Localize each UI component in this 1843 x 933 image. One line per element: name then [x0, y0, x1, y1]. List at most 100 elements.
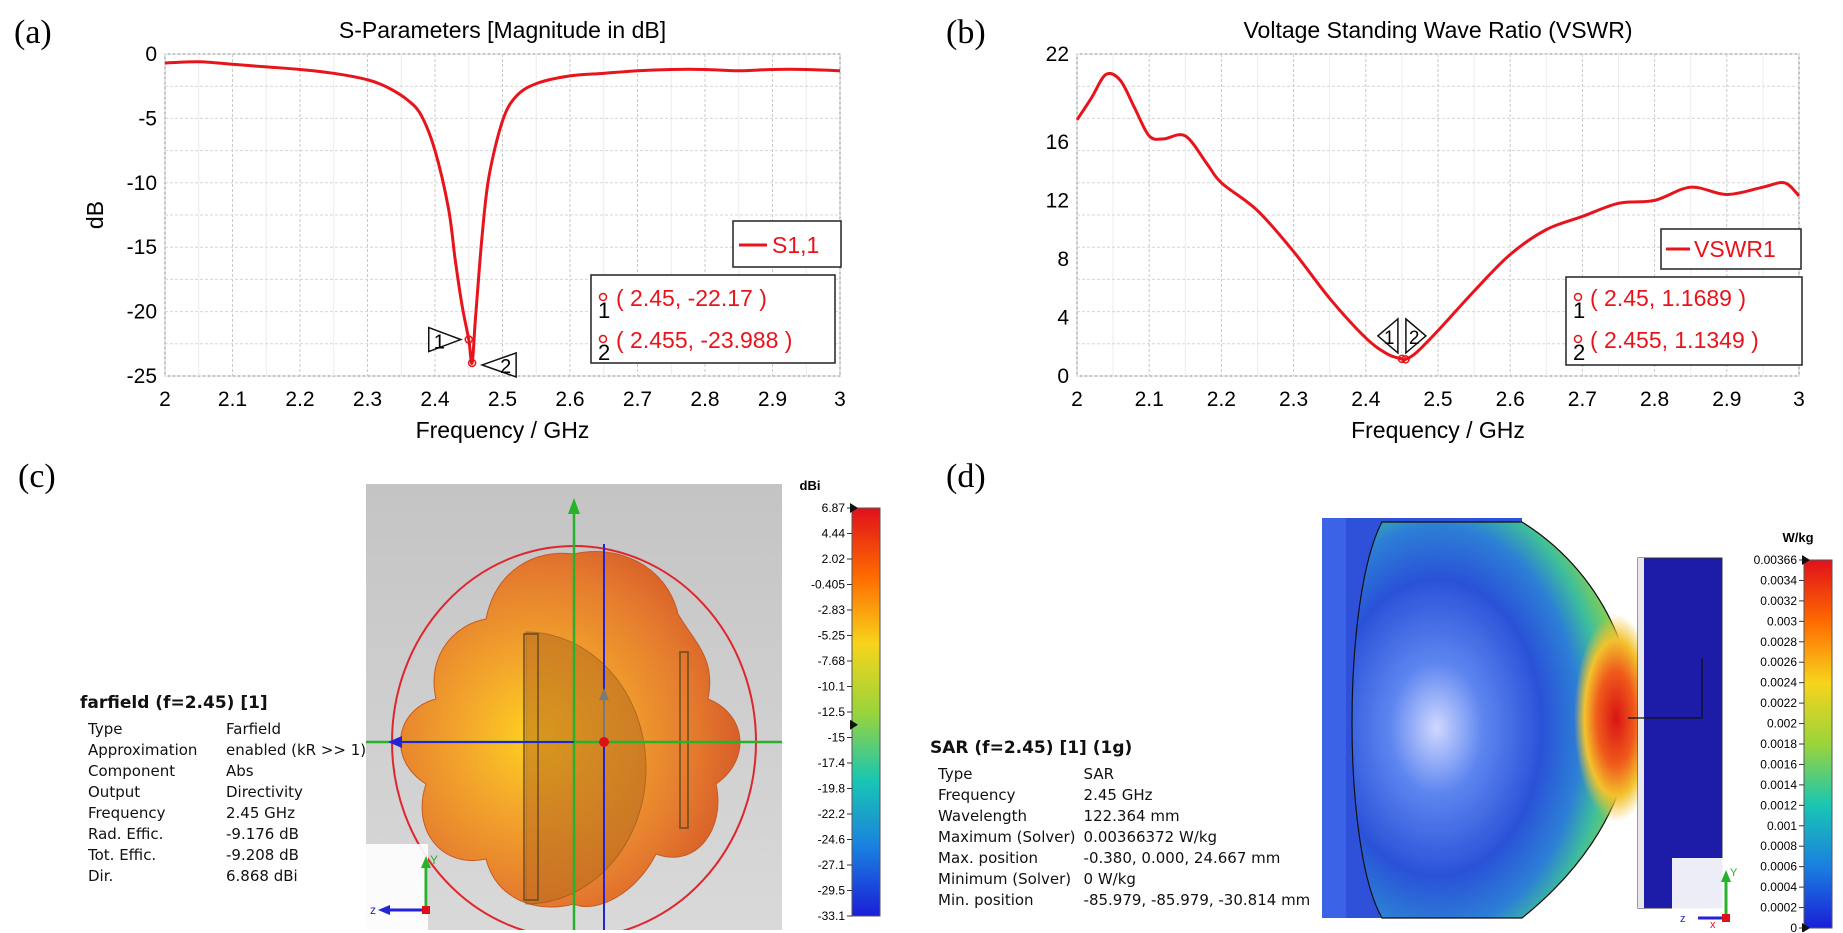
vswr-xtick-label: 2.8 [1640, 388, 1669, 411]
vswr-marker-box [1565, 276, 1803, 366]
vswr-marker-index: 1 [1573, 298, 1585, 323]
farfield-info-row: Tot. Effic. -9.208 dB [80, 845, 366, 866]
vswr-marker-dot-icon [1573, 334, 1583, 344]
farfield-colorbar-tick-label: -19.8 [818, 782, 846, 796]
vswr-legend-label: VSWR1 [1694, 236, 1776, 262]
farfield-info-key: Type [88, 720, 123, 738]
sparam-marker-index: 2 [598, 340, 610, 365]
vswr-xtick-label: 2.7 [1568, 388, 1597, 411]
sparam-marker-flag-1-icon [428, 326, 463, 353]
panel-label-b: (b) [946, 14, 986, 51]
sar-info-row: Type SAR [930, 764, 1310, 785]
sar-axis-y-letter: Y [1730, 867, 1738, 879]
farfield-colorbar-unit-label: dBi [800, 478, 821, 493]
vswr-marker-point [1397, 354, 1407, 364]
sparam-series-line [164, 60, 841, 365]
farfield-info-value: Directivity [226, 783, 303, 801]
sar-colorbar-tick-label: 0.0032 [1760, 594, 1797, 608]
vswr-marker-readout: ( 2.45, 1.1689 ) [1590, 285, 1746, 311]
sar-info-row: Maximum (Solver) 0.00366372 W/kg [930, 827, 1310, 848]
vswr-series-line [1075, 71, 1801, 362]
sar-colorbar-tick-label: 0.002 [1767, 717, 1797, 731]
farfield-info-value: enabled (kR >> 1) [226, 741, 367, 759]
farfield-colorbar-tick-label: -15 [828, 731, 846, 745]
sparam-xtick-label: 2.9 [758, 388, 787, 411]
sar-info-row: Min. position -85.979, -85.979, -30.814 m… [930, 890, 1310, 911]
farfield-info-key: Tot. Effic. [88, 846, 157, 864]
sparam-xtick-label: 2.1 [218, 388, 247, 411]
sparam-legend-box [732, 220, 842, 268]
vswr-xtick-label: 2.1 [1135, 388, 1164, 411]
vswr-chart: 2 2.1 2.2 2.3 2.4 2.5 2.6 2.7 2.8 2.9 3221612840Vo… [1046, 17, 1805, 443]
sar-colorbar-tick-label: 0.0002 [1760, 901, 1797, 915]
farfield-info-panel: farfield (f=2.45) [1] Type Farfield Approx… [80, 693, 366, 887]
sar-colorbar-tick-label: 0.0008 [1760, 839, 1797, 853]
sparam-ylabel: dB [82, 201, 108, 229]
sar-info-row: Max. position -0.380, 0.000, 24.667 mm [930, 848, 1310, 869]
sar-colorbar-tick-label: 0.0028 [1760, 635, 1797, 649]
sparam-xtick-label: 2.3 [353, 388, 382, 411]
sparam-ytick-label: -25 [127, 365, 157, 388]
farfield-colorbar-tick-label: -5.25 [818, 629, 846, 643]
vswr-xlabel: Frequency / GHz [1351, 417, 1525, 443]
vswr-ytick-label: 0 [1057, 365, 1069, 388]
sparam-marker-dot-icon [598, 334, 608, 344]
farfield-info-key: Component [88, 762, 176, 780]
farfield-colorbar-mid-arrow-icon [850, 719, 858, 730]
sar-info-panel: SAR (f=2.45) [1] (1g) Type SAR Frequency 2.… [930, 738, 1310, 911]
sar-colorbar-tick-label: 0.0026 [1760, 655, 1797, 669]
axis-y-letter: Y [430, 853, 438, 867]
sar-colorbar-tick-label: 0.003 [1767, 614, 1797, 628]
vswr-xtick-label: 2.3 [1279, 388, 1308, 411]
sar-colorbar-unit-label: W/kg [1782, 530, 1813, 545]
sparam-ytick-label: -5 [138, 107, 157, 130]
sparam-ytick-label: -10 [127, 172, 157, 195]
farfield-colorbar-tick-label: -2.83 [818, 603, 846, 617]
farfield-info-key: Rad. Effic. [88, 825, 164, 843]
sar-colorbar-tick-label: 0.0016 [1760, 757, 1797, 771]
sar-distribution-view: Y z x [1322, 518, 1742, 930]
sar-info-table: Type SAR Frequency 2.45 GHz Wavelength 122.36… [930, 764, 1310, 911]
sparam-xtick-label: 2.8 [690, 388, 719, 411]
sar-colorbar-tick-label: 0.0022 [1760, 696, 1797, 710]
farfield-info-table: Type Farfield Approximation enabled (kR >> … [80, 719, 366, 887]
sar-info-value: -0.380, 0.000, 24.667 mm [1083, 849, 1281, 867]
farfield-colorbar-tick-label: -27.1 [818, 858, 846, 872]
farfield-info-key: Frequency [88, 804, 166, 822]
sparam-xtick-label: 2.5 [488, 388, 517, 411]
farfield-info-key: Dir. [88, 867, 114, 885]
vswr-xtick-label: 2.9 [1712, 388, 1741, 411]
sparam-xtick-label: 3 [834, 388, 846, 411]
sar-colorbar-gradient-bar [1803, 559, 1833, 929]
vswr-ytick-label: 12 [1046, 189, 1069, 212]
sar-colorbar-tick-label: 0.001 [1767, 819, 1797, 833]
sparam-xtick-label: 2.2 [285, 388, 314, 411]
sparam-legend-label: S1,1 [772, 232, 819, 258]
sar-info-value: -85.979, -85.979, -30.814 mm [1083, 891, 1311, 909]
vswr-title: Voltage Standing Wave Ratio (VSWR) [1243, 17, 1632, 43]
farfield-info-row: Approximation enabled (kR >> 1) [80, 740, 366, 761]
sar-info-key: Maximum (Solver) [938, 828, 1076, 846]
sparam-marker-flag-2-label: 2 [500, 356, 511, 378]
vswr-ytick-label: 8 [1057, 248, 1069, 271]
vswr-xtick-label: 2.2 [1207, 388, 1236, 411]
farfield-colorbar-tick-label: -24.6 [818, 833, 846, 847]
antenna-right-outline [679, 651, 689, 829]
sar-info-key: Max. position [938, 849, 1038, 867]
farfield-info-value: 6.868 dBi [226, 867, 298, 885]
sar-colorbar-tick-label: 0.0014 [1760, 778, 1797, 792]
vswr-ytick-label: 4 [1057, 306, 1069, 329]
farfield-colorbar-tick-label: 4.44 [822, 527, 846, 541]
farfield-info-row: Output Directivity [80, 782, 366, 803]
farfield-info-key: Output [88, 783, 141, 801]
farfield-colorbar-tick-label: -33.1 [818, 909, 846, 923]
farfield-info-title: farfield (f=2.45) [1] [80, 693, 268, 713]
sar-colorbar-tick-label: 0.0004 [1760, 880, 1797, 894]
vswr-xtick-label: 2.5 [1423, 388, 1452, 411]
panel-label-c: (c) [18, 458, 56, 495]
vswr-xtick-label: 2.4 [1351, 388, 1381, 411]
sar-info-value: 122.364 mm [1083, 807, 1180, 825]
sparam-marker-index: 1 [598, 298, 610, 323]
sar-info-value: SAR [1083, 765, 1115, 783]
sar-axis-x-letter: x [1710, 919, 1716, 930]
